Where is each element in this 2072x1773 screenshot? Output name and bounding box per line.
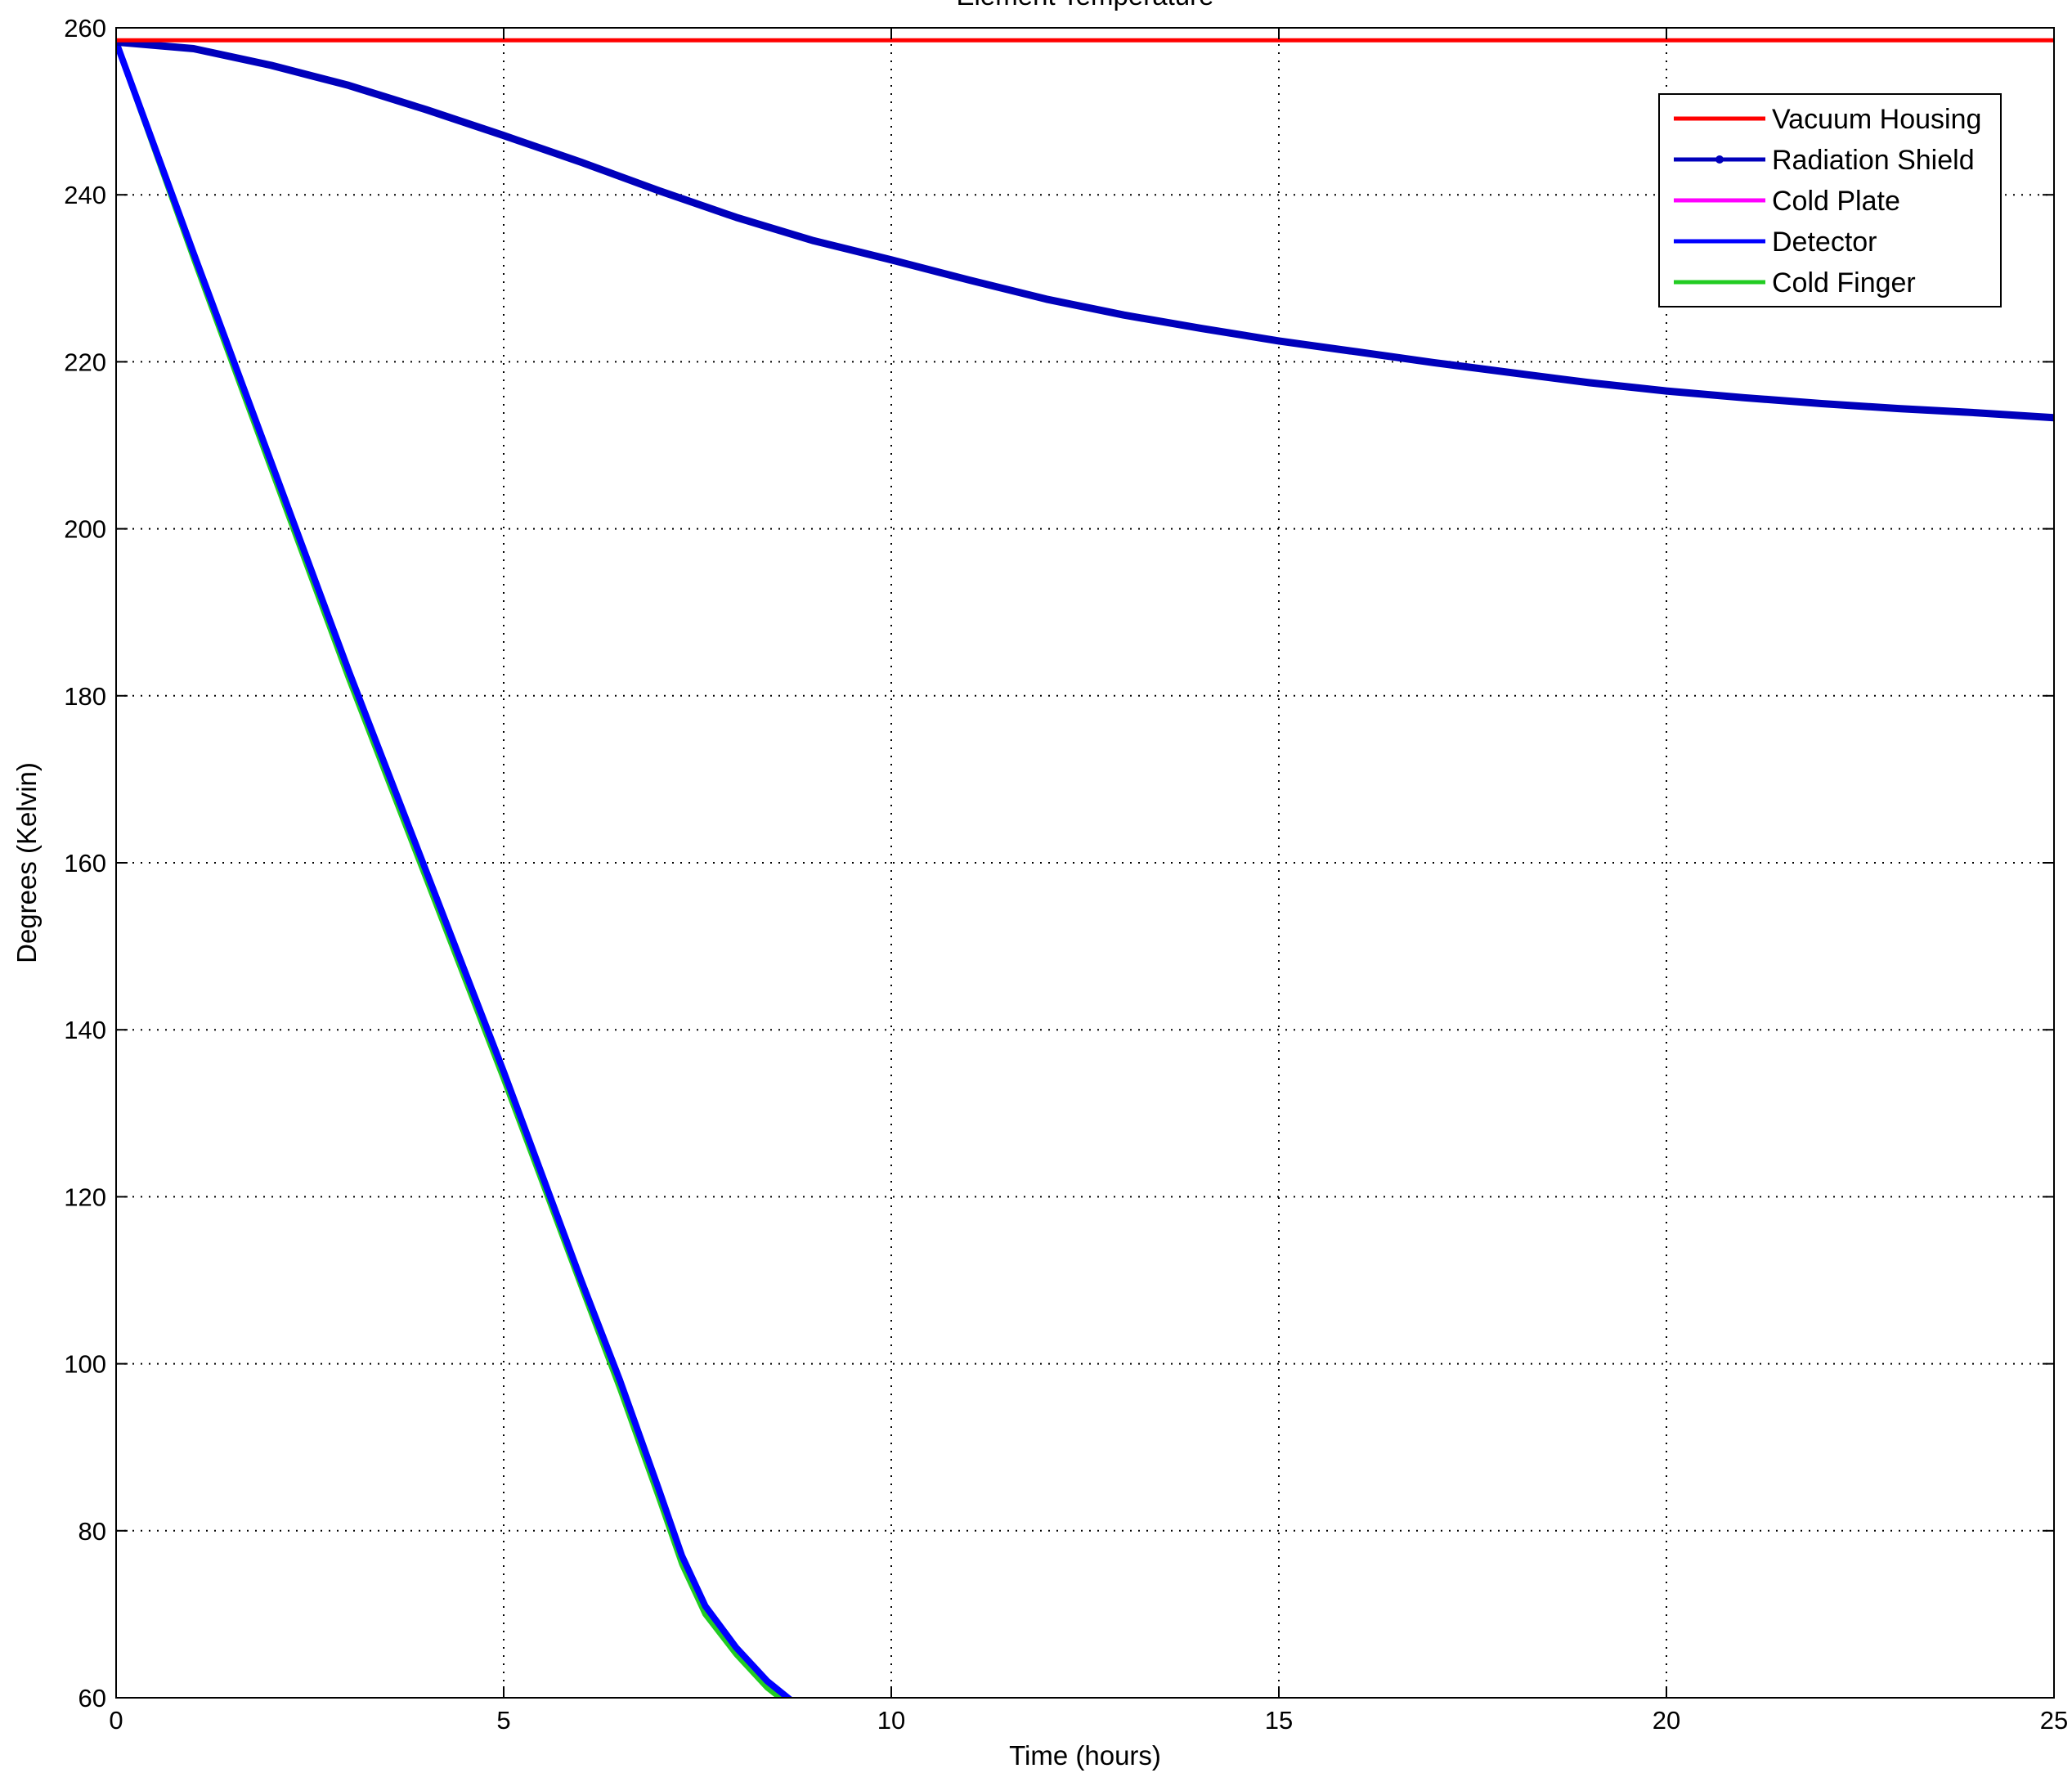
series-point <box>1818 400 1825 407</box>
series-point <box>888 256 895 263</box>
legend-entry-label: Radiation Shield <box>1772 145 1975 176</box>
series-point <box>1508 369 1515 376</box>
y-axis-label: Degrees (Kelvin) <box>11 762 42 963</box>
series-lines <box>116 38 2054 1698</box>
series-point <box>965 276 972 284</box>
y-tick-label: 100 <box>64 1350 106 1379</box>
series-point <box>267 61 275 69</box>
series-point <box>345 82 352 89</box>
x-tick-label: 20 <box>1653 1706 1680 1735</box>
series-point <box>1585 379 1593 386</box>
series-point <box>655 187 662 195</box>
legend: Vacuum Housing Radiation Shield Cold Plate… <box>1658 93 2002 307</box>
x-tick-label: 15 <box>1265 1706 1293 1735</box>
series-line-detector <box>116 38 793 1698</box>
y-tick-label: 60 <box>78 1684 106 1712</box>
series-point <box>810 237 818 245</box>
series-point <box>1663 388 1670 395</box>
series-point <box>190 45 197 52</box>
x-tick-label: 0 <box>109 1706 123 1735</box>
legend-entry-label: Cold Finger <box>1772 267 1916 298</box>
series-point <box>1043 295 1050 303</box>
x-tick-label: 25 <box>2040 1706 2068 1735</box>
y-tick-label: 260 <box>64 14 106 43</box>
legend-entry-label: Cold Plate <box>1772 186 1900 217</box>
legend-entry-label: Vacuum Housing <box>1772 104 1981 135</box>
legend-marker <box>1715 155 1724 164</box>
series-line-radiation-shield <box>116 38 2054 422</box>
x-tick-label: 10 <box>877 1706 905 1735</box>
axis-ticks: 0 5 10 15 20 25 60 80 100 120 140 160 180 200 220 240 26… <box>64 14 2068 1735</box>
y-tick-label: 220 <box>64 348 106 376</box>
series-point <box>733 213 740 221</box>
series-point <box>1895 405 1903 412</box>
series-point <box>1740 394 1747 402</box>
y-tick-label: 180 <box>64 682 106 711</box>
series-point <box>1352 348 1360 356</box>
series-point <box>1120 312 1128 319</box>
y-tick-label: 240 <box>64 181 106 209</box>
y-tick-label: 140 <box>64 1016 106 1044</box>
series-point <box>1430 359 1437 366</box>
series-point <box>500 132 507 139</box>
chart-title: Element Temperature <box>957 0 1214 11</box>
y-tick-label: 80 <box>78 1517 106 1546</box>
series-point <box>1276 337 1282 344</box>
x-axis-label: Time (hours) <box>1009 1740 1161 1771</box>
series-point <box>1973 409 1980 416</box>
legend-entry-label: Detector <box>1772 227 1877 258</box>
series-point <box>423 106 430 114</box>
series-point <box>577 159 585 166</box>
y-tick-label: 160 <box>64 849 106 878</box>
x-tick-label: 5 <box>496 1706 510 1735</box>
y-tick-label: 120 <box>64 1183 106 1211</box>
series-point <box>1198 325 1205 332</box>
y-tick-label: 200 <box>64 515 106 544</box>
